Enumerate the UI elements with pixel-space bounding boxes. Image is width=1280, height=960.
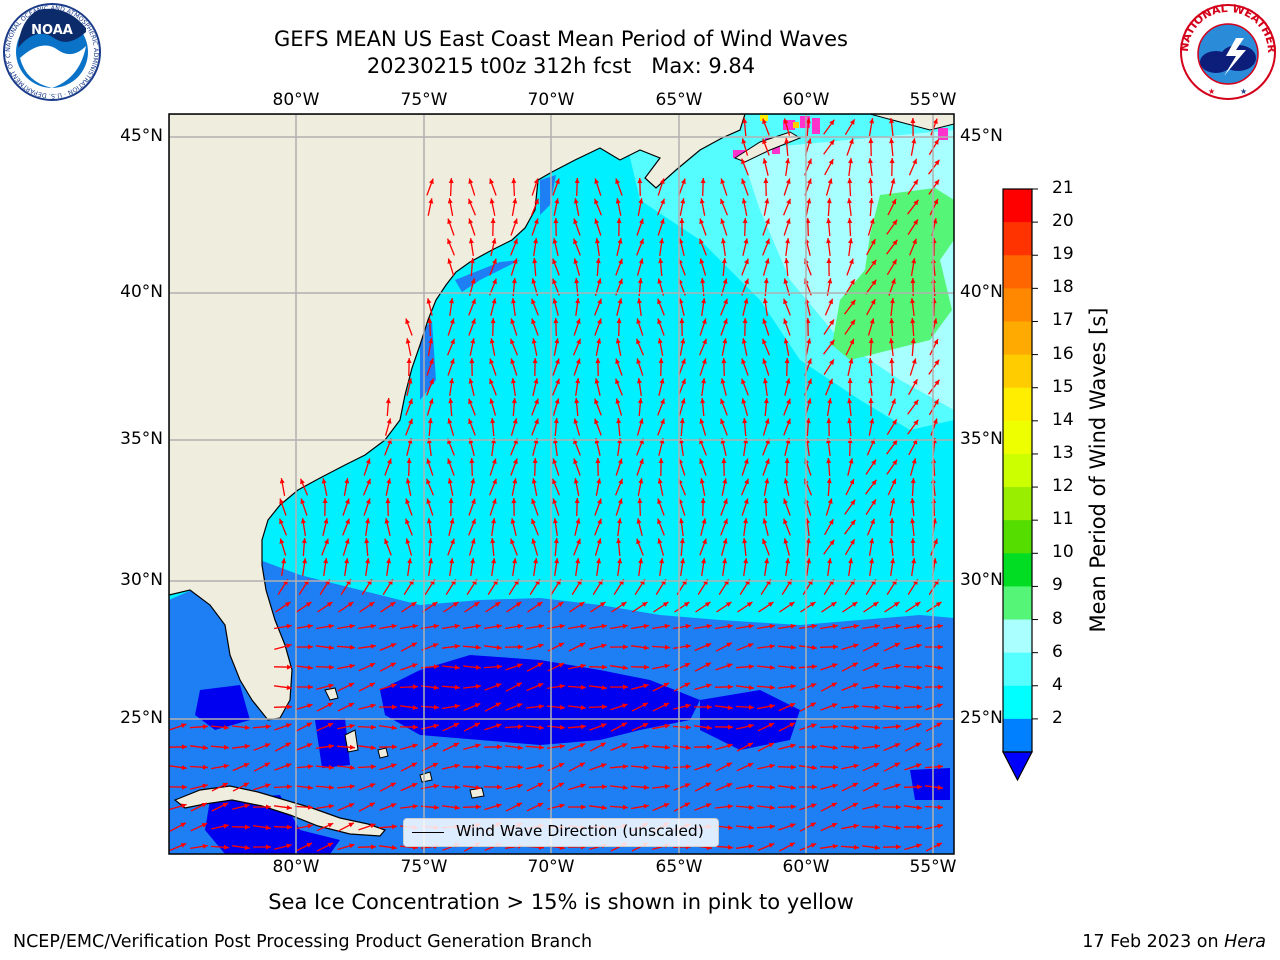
colorbar-tick-label: 17 — [1052, 310, 1074, 331]
field-patch-9-10 — [832, 188, 954, 360]
lon-label-top: 70°W — [527, 90, 575, 110]
colorbar-swatch — [1003, 387, 1032, 422]
colorbar-extend-arrow — [1002, 751, 1033, 782]
colorbar-tick-label: 15 — [1052, 376, 1074, 397]
colorbar-swatch — [1003, 255, 1032, 289]
field-patch-below-2 — [380, 655, 700, 745]
svg-text:★: ★ — [1240, 87, 1247, 96]
lat-label-left: 45°N — [120, 126, 163, 146]
lon-label-bottom: 80°W — [272, 857, 320, 877]
lon-label-bottom: 70°W — [527, 857, 575, 877]
legend-label: Wind Wave Direction (unscaled) — [456, 822, 704, 840]
lat-label-right: 45°N — [960, 126, 1003, 146]
lat-label-left: 30°N — [120, 570, 163, 590]
lon-label-bottom: 75°W — [400, 857, 448, 877]
footer-date: 17 Feb 2023 on Hera — [1082, 932, 1266, 952]
lon-label-bottom: 55°W — [909, 857, 957, 877]
lon-label-top: 80°W — [272, 90, 320, 110]
colorbar-tick-label: 12 — [1052, 476, 1074, 497]
lon-label-top: 65°W — [655, 90, 703, 110]
lat-label-right: 30°N — [960, 570, 1003, 590]
colorbar-tick-label: 13 — [1052, 442, 1074, 463]
chart-subtitle: 20230215 t00z 312h fcst Max: 9.84 — [366, 54, 756, 78]
colorbar-tick-label: 6 — [1052, 641, 1063, 662]
colorbar-swatch — [1003, 652, 1032, 687]
colorbar-tick-label: 8 — [1052, 608, 1063, 629]
colorbar-swatch — [1003, 453, 1032, 488]
nws-logo: NATIONAL WEATHER SERVICE ★ ★ — [1178, 2, 1278, 100]
colorbar-frame — [1002, 188, 1033, 753]
sea-ice-caption: Sea Ice Concentration > 15% is shown in … — [268, 890, 854, 914]
lat-label-right: 35°N — [960, 429, 1003, 449]
map-legend: Wind Wave Direction (unscaled) — [403, 818, 719, 847]
lat-label-left: 35°N — [120, 429, 163, 449]
lat-label-left: 40°N — [120, 282, 163, 302]
colorbar-tick-label: 20 — [1052, 211, 1074, 232]
svg-text:NOAA: NOAA — [31, 23, 73, 38]
noaa-logo: NATIONAL OCEANIC AND ATMOSPHERIC ADMINIS… — [2, 2, 101, 101]
graticule — [169, 114, 954, 854]
colorbar-swatch — [1003, 321, 1032, 356]
colorbar-tick-label: 11 — [1052, 509, 1074, 530]
colorbar-tick-label: 14 — [1052, 409, 1074, 430]
colorbar-label: Mean Period of Wind Waves [s] — [1086, 307, 1110, 633]
colorbar-swatch — [1003, 586, 1032, 621]
colorbar-swatch — [1003, 487, 1032, 521]
map-frame — [168, 113, 955, 855]
colorbar-tick-label: 16 — [1052, 343, 1074, 364]
colorbar-swatch — [1003, 222, 1032, 256]
lon-label-top: 60°W — [782, 90, 830, 110]
colorbar-tick-label: 18 — [1052, 277, 1074, 298]
footer-host: Hera — [1224, 932, 1266, 952]
colorbar — [1002, 188, 1038, 782]
svg-text:★: ★ — [1208, 87, 1215, 96]
colorbar-swatch — [1003, 189, 1032, 223]
lat-label-right: 25°N — [960, 708, 1003, 728]
colorbar-swatch — [1003, 718, 1032, 753]
chart-title: GEFS MEAN US East Coast Mean Period of W… — [274, 27, 848, 51]
colorbar-tick-label: 4 — [1052, 674, 1063, 695]
lon-label-bottom: 60°W — [782, 857, 830, 877]
colorbar-tick-label: 21 — [1052, 178, 1074, 198]
colorbar-swatch — [1003, 420, 1032, 455]
legend-line-swatch — [412, 832, 444, 833]
colorbar-swatch — [1003, 553, 1032, 587]
colorbar-tick-label: 9 — [1052, 575, 1063, 596]
colorbar-swatch — [1003, 619, 1032, 654]
lat-label-left: 25°N — [120, 708, 163, 728]
colorbar-swatch — [1003, 520, 1032, 554]
footer-credit: NCEP/EMC/Verification Post Processing Pr… — [13, 932, 593, 952]
colorbar-tick-label: 10 — [1052, 542, 1074, 563]
lat-label-right: 40°N — [960, 282, 1003, 302]
colorbar-swatch — [1003, 685, 1032, 720]
colorbar-tick-label: 2 — [1052, 707, 1063, 728]
colorbar-swatch — [1003, 354, 1032, 389]
footer-date-text: 17 Feb 2023 on — [1082, 932, 1225, 952]
lon-label-bottom: 65°W — [655, 857, 703, 877]
lon-label-top: 55°W — [909, 90, 957, 110]
wind-wave-direction-arrows — [169, 117, 944, 852]
colorbar-tick-label: 19 — [1052, 244, 1074, 265]
colorbar-swatch — [1003, 288, 1032, 322]
lon-label-top: 75°W — [400, 90, 448, 110]
